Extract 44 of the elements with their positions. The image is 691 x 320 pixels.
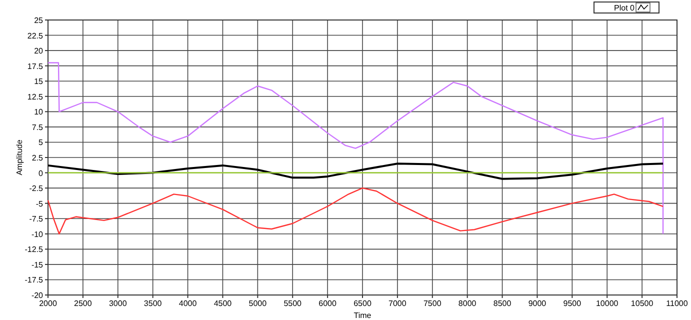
x-tick-label: 7500	[423, 299, 442, 308]
y-axis-title: Amplitude	[15, 139, 24, 176]
x-tick-label: 2000	[39, 299, 58, 308]
y-tick-label: 7.5	[32, 122, 44, 132]
y-tick-label: -2.5	[29, 184, 44, 194]
x-axis-title: Time	[354, 311, 372, 320]
x-tick-label: 3500	[144, 299, 162, 308]
x-tick-label: 8000	[458, 299, 477, 308]
x-tick-label: 10500	[630, 299, 654, 308]
y-tick-label: 15	[34, 77, 44, 86]
line-series	[47, 162, 664, 180]
y-tick-label: -7.5	[29, 214, 44, 224]
x-tick-label: 6500	[354, 299, 372, 308]
y-tick-label: 12.5	[27, 92, 44, 102]
y-tick-label: 22.5	[27, 31, 44, 40]
y-tick-label: -10	[31, 230, 44, 239]
x-tick-label: 4000	[178, 299, 198, 308]
x-tick-label: 11000	[666, 299, 688, 308]
y-tick-label: 25	[34, 16, 44, 25]
legend-label: Plot 0	[614, 4, 636, 12]
line-series	[47, 187, 664, 234]
x-tick-label: 8500	[493, 299, 512, 308]
x-tick-label: 9500	[563, 299, 582, 308]
y-tick-label: 0	[38, 168, 44, 178]
y-tick-label: 2.5	[32, 154, 44, 162]
line-series	[47, 62, 664, 234]
x-tick-label: 3000	[108, 299, 128, 308]
x-tick-label: 6000	[318, 299, 338, 308]
y-tick-label: -20	[31, 291, 44, 300]
x-tick-label: 7000	[388, 299, 407, 308]
x-tick-label: 9000	[528, 299, 547, 308]
y-tick-label: 5	[38, 138, 44, 148]
y-tick-label: 10	[34, 108, 44, 117]
x-tick-label: 5000	[248, 299, 268, 308]
y-tick-label: -17.5	[24, 276, 44, 285]
y-tick-label: -5	[36, 199, 44, 208]
x-tick-label: 2500	[74, 299, 92, 308]
y-tick-label: -12.5	[24, 245, 44, 254]
x-tick-label: 4500	[214, 299, 232, 308]
y-tick-label: 20	[34, 46, 44, 56]
x-tick-label: 10000	[596, 299, 619, 308]
y-tick-label: 17.5	[27, 62, 44, 71]
x-tick-label: 5500	[284, 299, 302, 308]
y-tick-label: -15	[31, 260, 44, 270]
